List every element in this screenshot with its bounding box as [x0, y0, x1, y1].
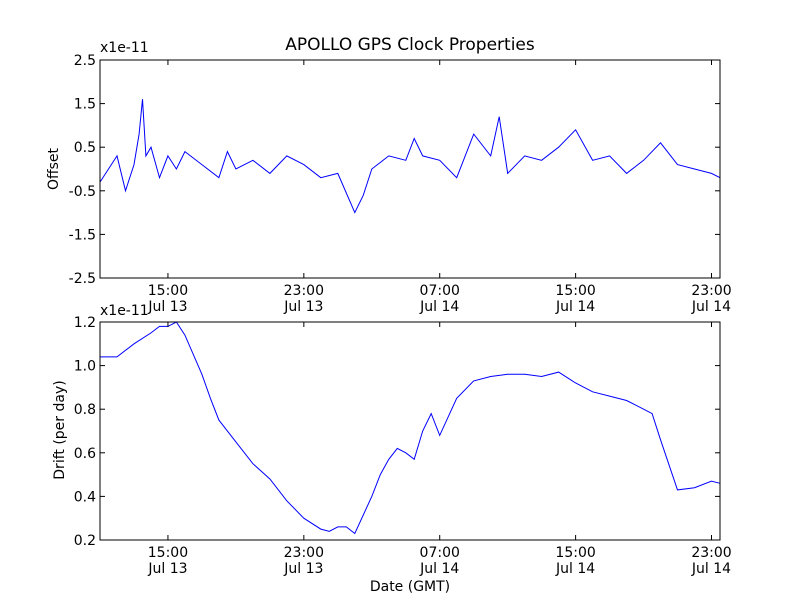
drift-xtick-date-label: Jul 13: [283, 561, 323, 577]
offset-xtick-time-label: 15:00: [148, 283, 188, 299]
offset-ytick-label: -1.5: [69, 227, 96, 243]
drift-ytick-label: 0.4: [74, 489, 96, 505]
drift-ytick-label: 1.2: [74, 315, 96, 331]
offset-ytick-label: -0.5: [69, 184, 96, 200]
drift-ylabel: Drift (per day): [52, 380, 68, 479]
offset-ytick-label: 0.5: [74, 140, 96, 156]
drift-xlabel: Date (GMT): [370, 579, 450, 595]
drift-series-line: [100, 321, 721, 535]
drift-xtick-date-label: Jul 14: [419, 561, 459, 577]
offset-ytick-label: -2.5: [69, 271, 96, 287]
offset-ytick-label: 2.5: [74, 53, 96, 69]
drift-xtick-time-label: 07:00: [420, 545, 460, 561]
offset-axes-frame: [99, 59, 721, 279]
offset-ytick-label: 1.5: [74, 97, 96, 113]
drift-axes-frame: [99, 321, 721, 541]
drift-multiplier-label: x1e-11: [100, 303, 149, 319]
offset-xtick-date-label: Jul 14: [419, 299, 459, 315]
drift-yticks: 0.2 0.4 0.6 0.8 1.0 1.2: [74, 315, 720, 549]
drift-xtick-time-label: 23:00: [284, 545, 324, 561]
drift-xtick-date-label: Jul 13: [147, 561, 187, 577]
offset-xtick-time-label: 07:00: [420, 283, 460, 299]
offset-panel: x1e-11 Offset -2.5 -1.5 -0.5 0.5 1.5 2.5 15:0…: [46, 40, 732, 315]
drift-series-layer: [100, 321, 721, 535]
offset-xtick-date-label: Jul 13: [283, 299, 323, 315]
offset-ylabel: Offset: [46, 147, 62, 190]
offset-xtick-time-label: 15:00: [555, 283, 595, 299]
drift-ytick-label: 0.2: [74, 533, 96, 549]
offset-xtick-time-label: 23:00: [691, 283, 731, 299]
chart-title: APOLLO GPS Clock Properties: [285, 35, 535, 55]
offset-xtick-date-label: Jul 14: [555, 299, 595, 315]
offset-series-layer: [99, 99, 721, 214]
offset-xtick-time-label: 23:00: [284, 283, 324, 299]
drift-xtick-date-label: Jul 14: [555, 561, 595, 577]
offset-multiplier-label: x1e-11: [100, 40, 149, 56]
drift-ytick-label: 0.6: [74, 446, 96, 462]
drift-ytick-label: 0.8: [74, 402, 96, 418]
drift-xtick-time-label: 15:00: [555, 545, 595, 561]
drift-panel: x1e-11 Drift (per day) 0.2 0.4 0.6 0.8 1.0 1.…: [52, 303, 732, 595]
drift-ytick-label: 1.0: [74, 359, 96, 375]
offset-series-line: [99, 99, 721, 214]
offset-xtick-date-label: Jul 13: [147, 299, 187, 315]
offset-xtick-date-label: Jul 14: [691, 299, 731, 315]
drift-xtick-date-label: Jul 14: [691, 561, 731, 577]
drift-xtick-time-label: 23:00: [691, 545, 731, 561]
drift-xtick-time-label: 15:00: [148, 545, 188, 561]
